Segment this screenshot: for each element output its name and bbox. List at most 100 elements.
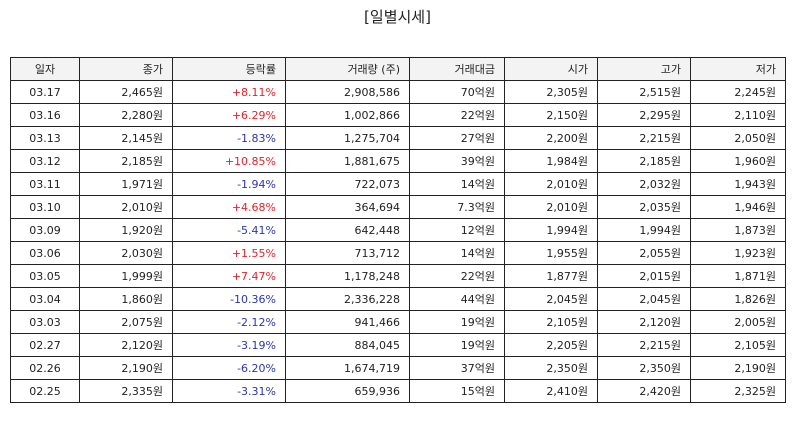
table-row: 03.05 1,999원 +7.47% 1,178,248 22억원 1,877원 2,01… bbox=[10, 264, 786, 288]
cell-high: 2,032원 bbox=[597, 172, 691, 196]
cell-volume: 1,881,675 bbox=[285, 149, 410, 173]
cell-close: 2,335원 bbox=[79, 379, 173, 403]
cell-high: 2,045원 bbox=[597, 287, 691, 311]
cell-amount: 44억원 bbox=[409, 287, 505, 311]
cell-amount: 14억원 bbox=[409, 172, 505, 196]
cell-close: 2,185원 bbox=[79, 149, 173, 173]
cell-close: 1,971원 bbox=[79, 172, 173, 196]
cell-high: 2,295원 bbox=[597, 103, 691, 127]
cell-low: 2,325원 bbox=[690, 379, 786, 403]
cell-volume: 1,275,704 bbox=[285, 126, 410, 150]
cell-close: 1,920원 bbox=[79, 218, 173, 242]
cell-low: 2,245원 bbox=[690, 80, 786, 104]
cell-volume: 884,045 bbox=[285, 333, 410, 357]
cell-high: 2,515원 bbox=[597, 80, 691, 104]
cell-change: +6.29% bbox=[172, 103, 286, 127]
cell-change: -3.19% bbox=[172, 333, 286, 357]
cell-high: 2,215원 bbox=[597, 126, 691, 150]
cell-amount: 39억원 bbox=[409, 149, 505, 173]
cell-low: 2,110원 bbox=[690, 103, 786, 127]
cell-date: 03.03 bbox=[10, 310, 80, 334]
cell-volume: 1,674,719 bbox=[285, 356, 410, 380]
cell-open: 2,410원 bbox=[504, 379, 598, 403]
cell-date: 02.26 bbox=[10, 356, 80, 380]
table-row: 03.04 1,860원 -10.36% 2,336,228 44억원 2,045원 2,0… bbox=[10, 287, 786, 311]
cell-open: 2,305원 bbox=[504, 80, 598, 104]
cell-date: 03.04 bbox=[10, 287, 80, 311]
cell-close: 2,030원 bbox=[79, 241, 173, 265]
cell-change: +1.55% bbox=[172, 241, 286, 265]
table-row: 03.10 2,010원 +4.68% 364,694 7.3억원 2,010원 2,035… bbox=[10, 195, 786, 219]
cell-open: 1,955원 bbox=[504, 241, 598, 265]
cell-open: 2,010원 bbox=[504, 195, 598, 219]
cell-volume: 1,002,866 bbox=[285, 103, 410, 127]
cell-date: 03.17 bbox=[10, 80, 80, 104]
cell-date: 02.27 bbox=[10, 333, 80, 357]
cell-volume: 2,908,586 bbox=[285, 80, 410, 104]
table-row: 02.25 2,335원 -3.31% 659,936 15억원 2,410원 2,420원… bbox=[10, 379, 786, 403]
cell-volume: 941,466 bbox=[285, 310, 410, 334]
table-row: 03.09 1,920원 -5.41% 642,448 12억원 1,994원 1,994원… bbox=[10, 218, 786, 242]
cell-open: 1,877원 bbox=[504, 264, 598, 288]
cell-amount: 22억원 bbox=[409, 264, 505, 288]
cell-high: 2,015원 bbox=[597, 264, 691, 288]
cell-low: 2,005원 bbox=[690, 310, 786, 334]
column-header-low: 저가 bbox=[690, 57, 786, 81]
cell-close: 2,190원 bbox=[79, 356, 173, 380]
cell-close: 2,075원 bbox=[79, 310, 173, 334]
cell-low: 2,190원 bbox=[690, 356, 786, 380]
column-header-change: 등락률 bbox=[172, 57, 286, 81]
cell-high: 2,035원 bbox=[597, 195, 691, 219]
cell-open: 2,010원 bbox=[504, 172, 598, 196]
table-row: 03.16 2,280원 +6.29% 1,002,866 22억원 2,150원 2,29… bbox=[10, 103, 786, 127]
cell-amount: 14억원 bbox=[409, 241, 505, 265]
table-row: 03.03 2,075원 -2.12% 941,466 19억원 2,105원 2,120원… bbox=[10, 310, 786, 334]
cell-open: 2,350원 bbox=[504, 356, 598, 380]
cell-volume: 722,073 bbox=[285, 172, 410, 196]
table-row: 02.26 2,190원 -6.20% 1,674,719 37억원 2,350원 2,35… bbox=[10, 356, 786, 380]
cell-date: 02.25 bbox=[10, 379, 80, 403]
cell-open: 2,045원 bbox=[504, 287, 598, 311]
cell-low: 1,873원 bbox=[690, 218, 786, 242]
cell-amount: 70억원 bbox=[409, 80, 505, 104]
cell-close: 2,120원 bbox=[79, 333, 173, 357]
cell-amount: 19억원 bbox=[409, 333, 505, 357]
table-row: 03.13 2,145원 -1.83% 1,275,704 27억원 2,200원 2,21… bbox=[10, 126, 786, 150]
cell-high: 2,350원 bbox=[597, 356, 691, 380]
cell-low: 1,946원 bbox=[690, 195, 786, 219]
cell-low: 1,923원 bbox=[690, 241, 786, 265]
cell-high: 1,994원 bbox=[597, 218, 691, 242]
cell-date: 03.11 bbox=[10, 172, 80, 196]
cell-low: 1,943원 bbox=[690, 172, 786, 196]
cell-high: 2,215원 bbox=[597, 333, 691, 357]
cell-open: 2,105원 bbox=[504, 310, 598, 334]
cell-change: +7.47% bbox=[172, 264, 286, 288]
cell-date: 03.05 bbox=[10, 264, 80, 288]
column-header-close: 종가 bbox=[79, 57, 173, 81]
cell-low: 1,960원 bbox=[690, 149, 786, 173]
cell-volume: 2,336,228 bbox=[285, 287, 410, 311]
daily-price-table: 일자 종가 등락률 거래량 (주) 거래대금 시가 고가 저가 03.17 2,4… bbox=[10, 57, 786, 403]
cell-high: 2,420원 bbox=[597, 379, 691, 403]
cell-low: 2,105원 bbox=[690, 333, 786, 357]
cell-high: 2,120원 bbox=[597, 310, 691, 334]
table-row: 03.17 2,465원 +8.11% 2,908,586 70억원 2,305원 2,51… bbox=[10, 80, 786, 104]
cell-change: -10.36% bbox=[172, 287, 286, 311]
cell-change: +10.85% bbox=[172, 149, 286, 173]
cell-change: -6.20% bbox=[172, 356, 286, 380]
cell-low: 2,050원 bbox=[690, 126, 786, 150]
cell-open: 2,200원 bbox=[504, 126, 598, 150]
cell-open: 2,205원 bbox=[504, 333, 598, 357]
column-header-amount: 거래대금 bbox=[409, 57, 505, 81]
cell-high: 2,185원 bbox=[597, 149, 691, 173]
column-header-date: 일자 bbox=[10, 57, 80, 81]
cell-change: +8.11% bbox=[172, 80, 286, 104]
column-header-open: 시가 bbox=[504, 57, 598, 81]
cell-change: +4.68% bbox=[172, 195, 286, 219]
cell-amount: 12억원 bbox=[409, 218, 505, 242]
cell-open: 2,150원 bbox=[504, 103, 598, 127]
cell-volume: 1,178,248 bbox=[285, 264, 410, 288]
cell-amount: 7.3억원 bbox=[409, 195, 505, 219]
table-row: 03.11 1,971원 -1.94% 722,073 14억원 2,010원 2,032원… bbox=[10, 172, 786, 196]
cell-change: -3.31% bbox=[172, 379, 286, 403]
